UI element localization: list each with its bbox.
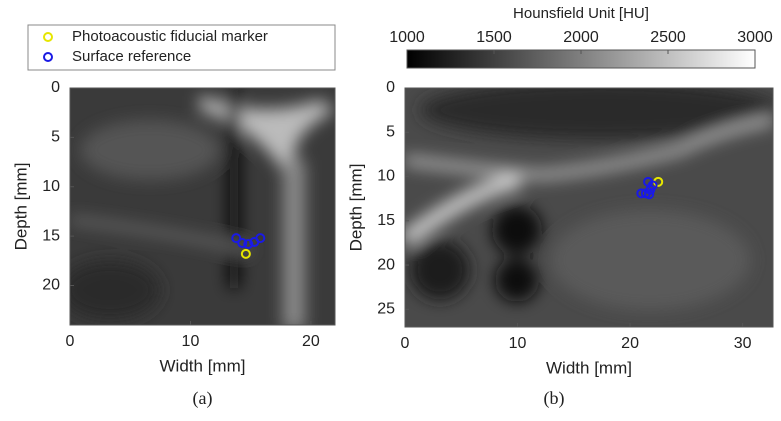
colorbar-tick-label: 3000 xyxy=(737,29,773,46)
image-a xyxy=(60,88,335,330)
y-tick-label: 5 xyxy=(51,129,60,146)
x-tick-label: 20 xyxy=(302,333,320,350)
caption: (b) xyxy=(544,388,565,409)
caption: (a) xyxy=(193,388,213,409)
y-tick-label: 25 xyxy=(377,301,395,318)
legend-label: Surface reference xyxy=(72,48,191,65)
colorbar-tick-label: 2000 xyxy=(563,29,599,46)
figure: Photoacoustic fiducial marker Surface re… xyxy=(0,0,781,416)
y-tick-label: 0 xyxy=(51,79,60,96)
y-axis-label: Depth [mm] xyxy=(11,163,30,251)
image-b xyxy=(405,80,780,327)
x-tick-label: 0 xyxy=(401,335,410,352)
colorbar-label: Hounsfield Unit [HU] xyxy=(513,5,649,22)
x-axis-label: Width [mm] xyxy=(160,356,246,375)
x-tick-label: 10 xyxy=(182,333,200,350)
x-axis-label: Width [mm] xyxy=(546,358,632,377)
colorbar-tick-label: 1500 xyxy=(476,29,512,46)
y-tick-label: 15 xyxy=(377,212,395,229)
x-tick-label: 0 xyxy=(66,333,75,350)
y-tick-label: 20 xyxy=(42,277,60,294)
y-tick-label: 0 xyxy=(386,79,395,96)
y-tick-label: 5 xyxy=(386,123,395,140)
x-tick-label: 20 xyxy=(621,335,639,352)
x-tick-label: 30 xyxy=(734,335,752,352)
y-tick-label: 20 xyxy=(377,256,395,273)
legend-label: Photoacoustic fiducial marker xyxy=(72,28,268,45)
y-tick-label: 10 xyxy=(377,168,395,185)
y-tick-label: 15 xyxy=(42,227,60,244)
colorbar-tick-label: 2500 xyxy=(650,29,686,46)
x-tick-label: 10 xyxy=(509,335,527,352)
y-tick-label: 10 xyxy=(42,178,60,195)
colorbar-tick-label: 1000 xyxy=(389,29,425,46)
y-axis-label: Depth [mm] xyxy=(346,164,365,252)
